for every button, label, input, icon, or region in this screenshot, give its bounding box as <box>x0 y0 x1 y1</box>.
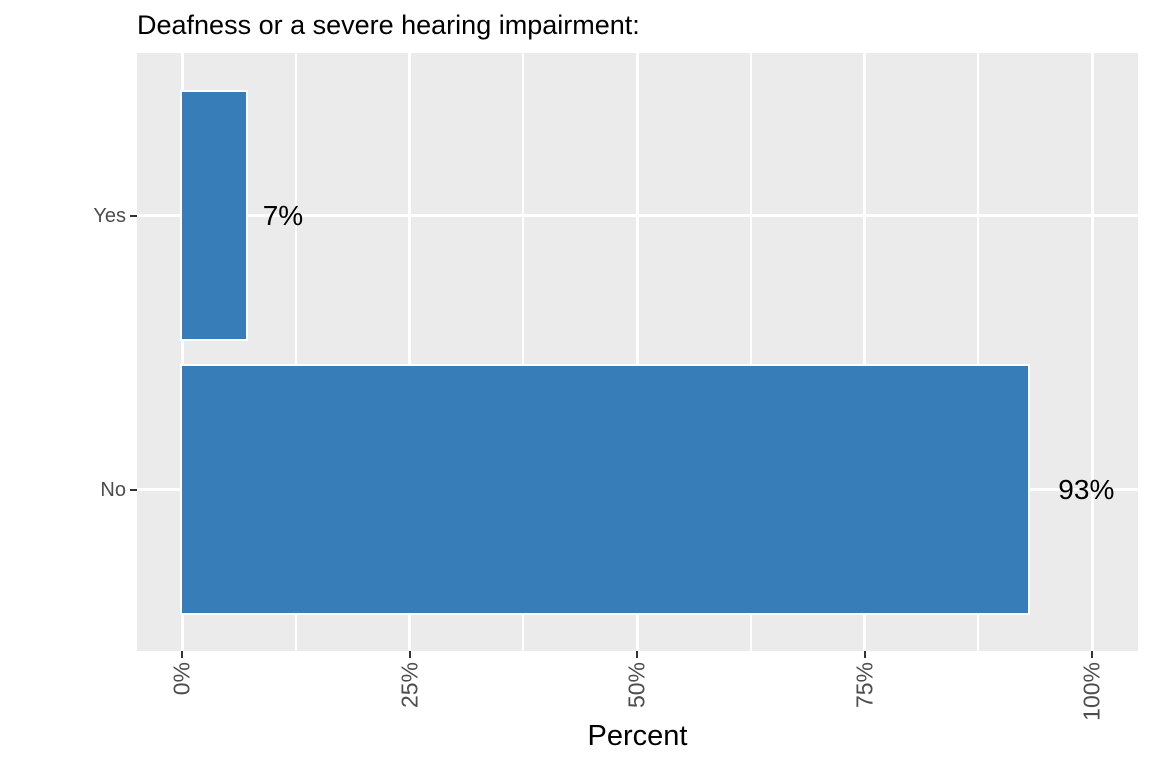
minor-gridline <box>294 53 297 651</box>
category-gridline <box>137 214 1138 217</box>
bar-yes <box>180 90 248 341</box>
chart-title: Deafness or a severe hearing impairment: <box>137 10 640 40</box>
x-tick-mark <box>863 651 866 658</box>
major-gridline <box>180 53 184 651</box>
x-tick-mark <box>408 651 411 658</box>
x-tick-label: 75% <box>851 662 877 709</box>
bar-value-label: 7% <box>262 199 304 231</box>
x-tick-label: 50% <box>623 662 650 709</box>
x-tick-label: 25% <box>396 662 422 709</box>
bar-value-label: 93% <box>1058 473 1115 505</box>
x-tick-label: 0% <box>168 662 195 696</box>
x-tick-label: 100% <box>1078 662 1105 721</box>
x-tick-mark <box>1091 651 1093 658</box>
major-gridline <box>635 53 639 651</box>
y-tick-label-yes: Yes <box>93 204 126 227</box>
x-tick-mark <box>636 651 638 658</box>
y-tick-mark <box>130 214 137 217</box>
major-gridline <box>863 53 866 651</box>
bar-no <box>180 364 1031 615</box>
major-gridline <box>1090 53 1094 651</box>
minor-gridline <box>522 53 525 651</box>
x-tick-mark <box>181 651 183 658</box>
minor-gridline <box>749 53 752 651</box>
y-tick-mark <box>130 488 137 491</box>
x-axis-title: Percent <box>587 720 688 752</box>
y-tick-label-no: No <box>100 478 126 501</box>
plot-panel: 7% 93% <box>137 53 1138 651</box>
major-gridline <box>408 53 411 651</box>
minor-gridline <box>977 53 980 651</box>
